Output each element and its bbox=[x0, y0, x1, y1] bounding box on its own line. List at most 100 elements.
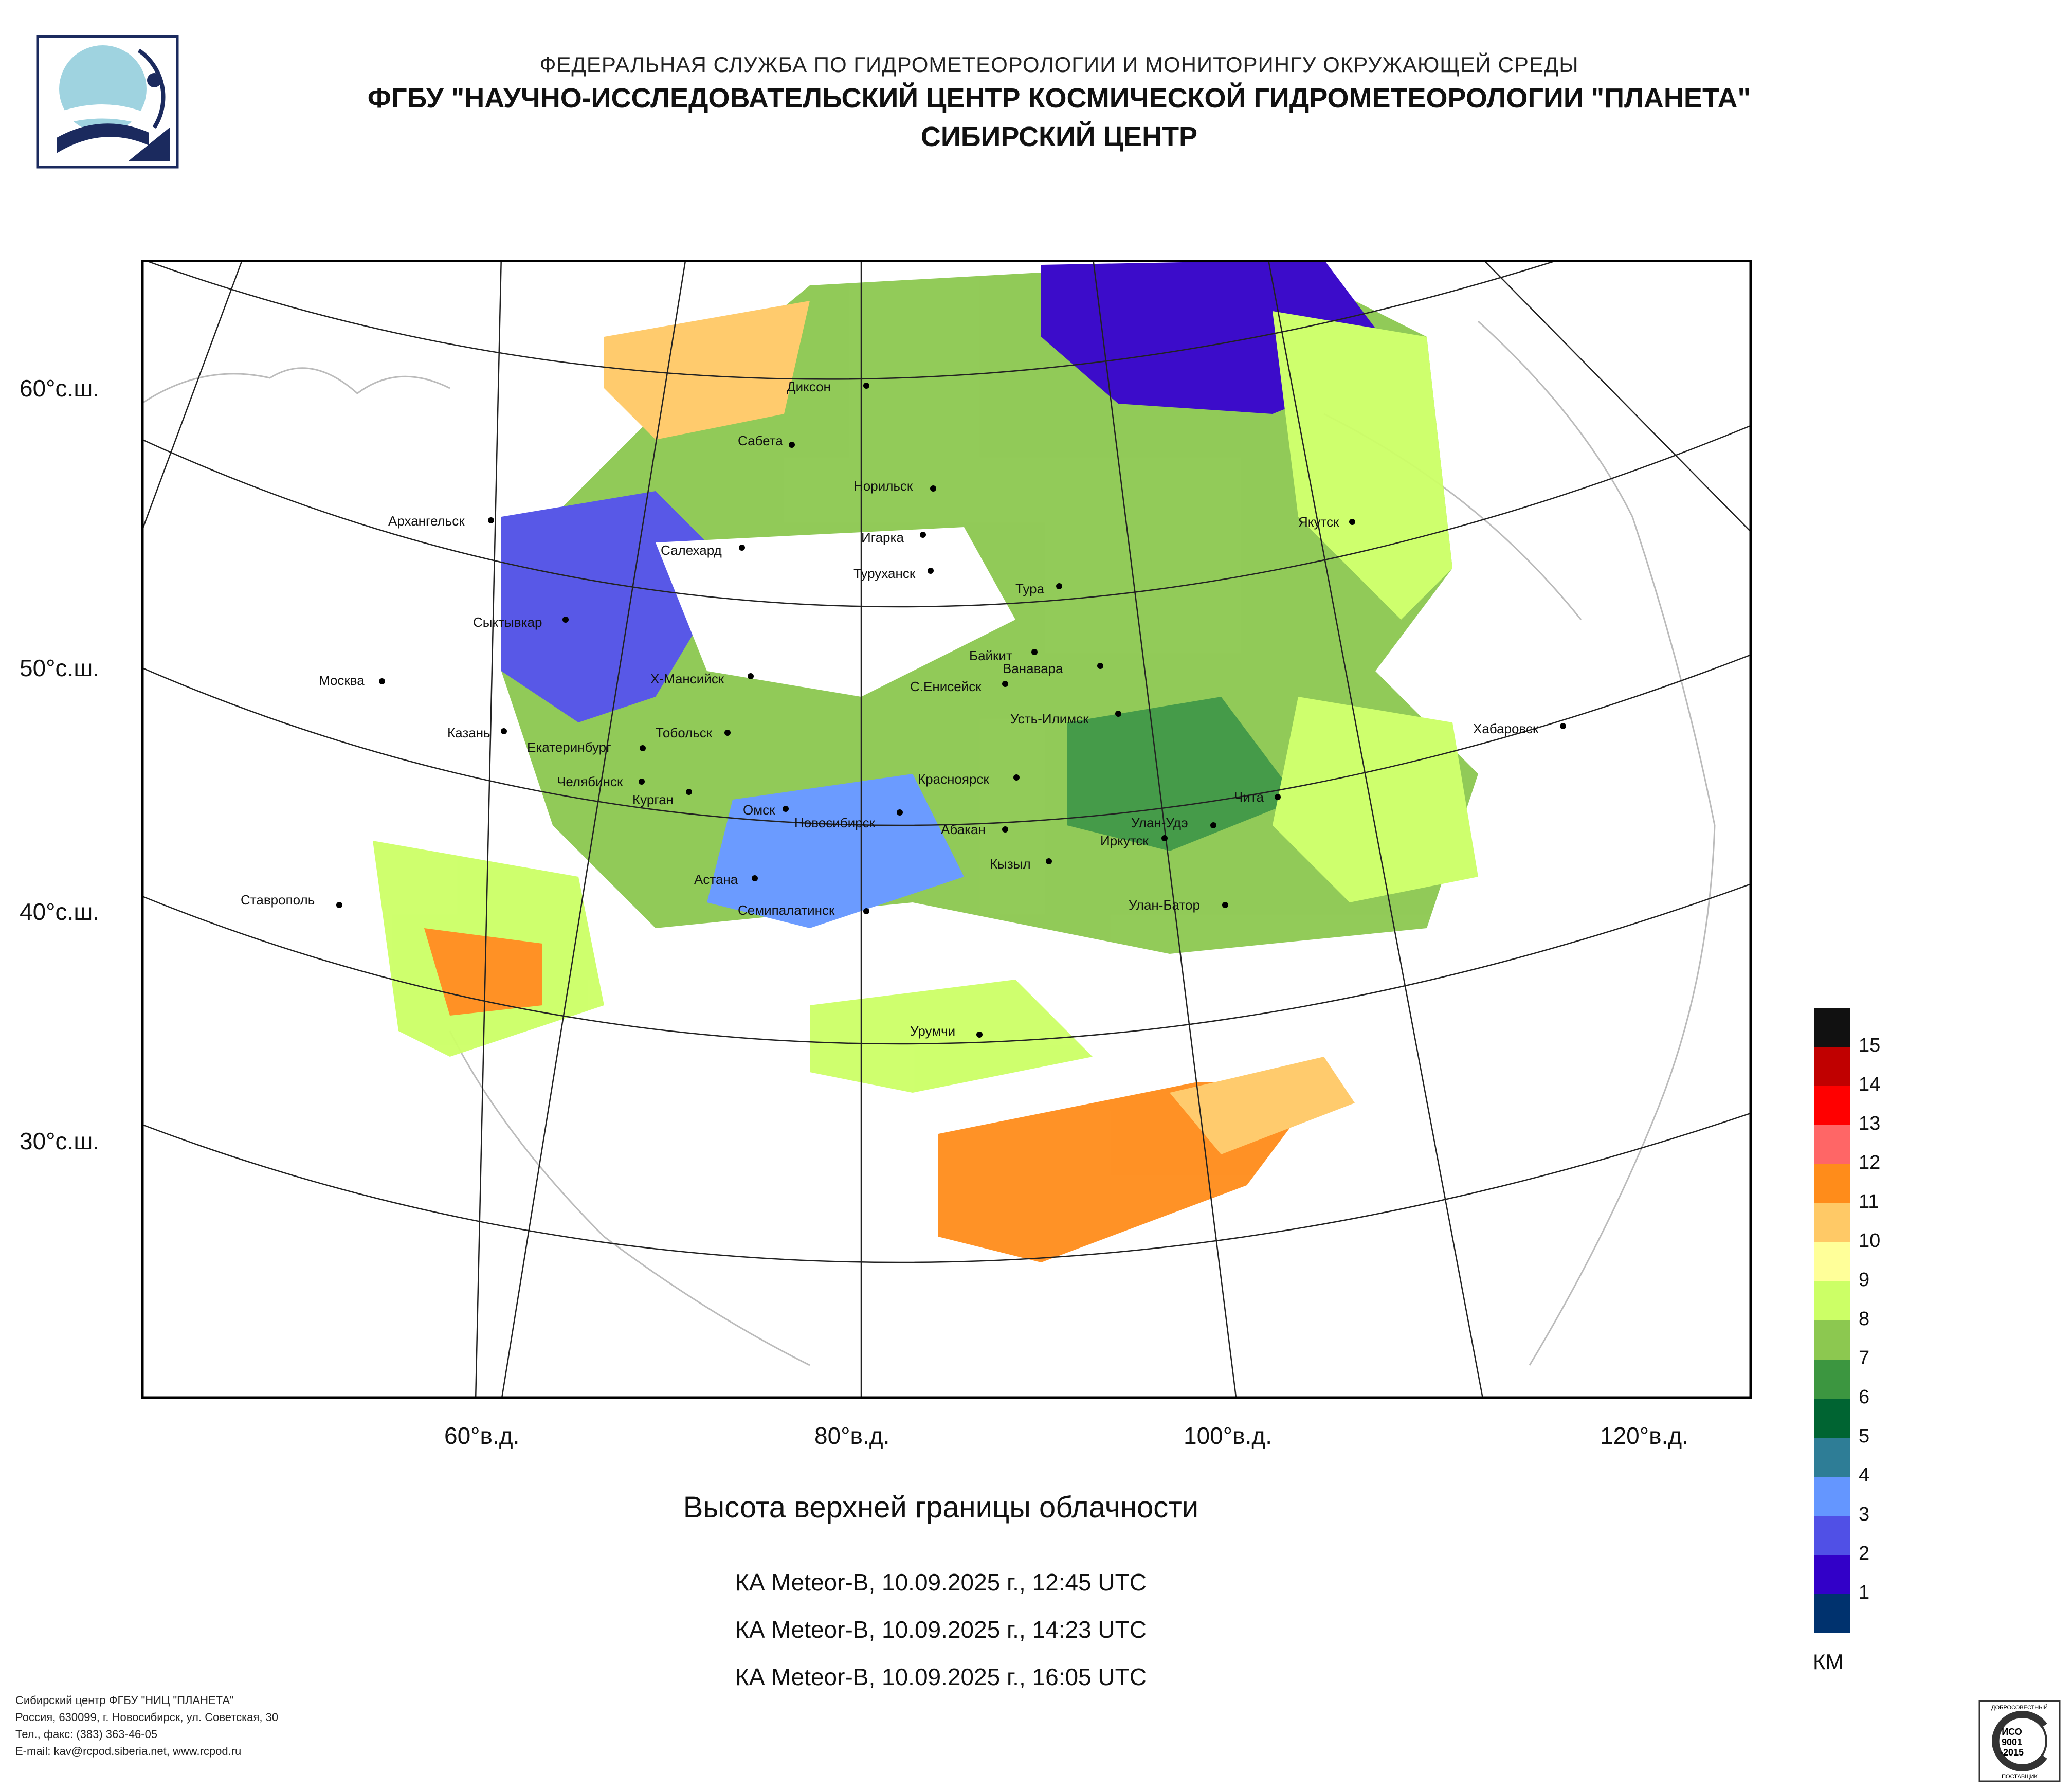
height-legend: 15 14 13 12 11 10 9 8 7 6 5 4 3 2 1 КМ bbox=[1810, 1008, 1933, 1674]
legend-level-label: 13 bbox=[1859, 1113, 1881, 1134]
satellite-pass-3: КА Meteor-В, 10.09.2025 г., 16:05 UTC bbox=[735, 1663, 1147, 1690]
city-label: Тура bbox=[1015, 581, 1045, 596]
city-dot bbox=[562, 617, 569, 623]
footer-contacts: Сибирский центр ФГБУ "НИЦ "ПЛАНЕТА" Росс… bbox=[15, 1692, 278, 1760]
lon-label-80: 80°в.д. bbox=[814, 1422, 890, 1449]
city-dot bbox=[1222, 902, 1228, 908]
legend-swatch bbox=[1814, 1281, 1850, 1320]
city-dot bbox=[639, 779, 645, 785]
city-label: Салехард bbox=[661, 542, 722, 558]
cloud-top-height-map bbox=[141, 260, 1752, 1399]
lat-label-30: 30°с.ш. bbox=[20, 1128, 100, 1154]
legend-level-label: 14 bbox=[1859, 1074, 1881, 1095]
city-label: Курган bbox=[632, 792, 674, 807]
lat-label-40: 40°с.ш. bbox=[20, 898, 100, 925]
city-label: Тобольск bbox=[656, 725, 713, 740]
header-agency: ФЕДЕРАЛЬНАЯ СЛУЖБА ПО ГИДРОМЕТЕОРОЛОГИИ … bbox=[539, 52, 1579, 77]
legend-level-label: 2 bbox=[1859, 1543, 1870, 1564]
lon-label-100: 100°в.д. bbox=[1184, 1422, 1272, 1449]
legend-level-label: 1 bbox=[1859, 1582, 1870, 1603]
city-label: Урумчи bbox=[910, 1023, 956, 1039]
city-dot bbox=[789, 442, 795, 448]
cert-bottom-text: ПОСТАВЩИК bbox=[2002, 1774, 2038, 1780]
city-label: Х-Мансийск bbox=[650, 671, 724, 686]
city-dot bbox=[748, 673, 754, 679]
legend-swatch bbox=[1814, 1203, 1850, 1242]
city-label: Казань bbox=[447, 725, 490, 740]
city-label: Новосибирск bbox=[794, 815, 875, 830]
legend-swatch bbox=[1814, 1047, 1850, 1086]
city-label: Екатеринбург bbox=[527, 739, 611, 755]
city-label: Хабаровск bbox=[1473, 721, 1539, 736]
city-label: Москва bbox=[319, 673, 365, 688]
city-label: Иркутск bbox=[1100, 833, 1149, 848]
city-dot bbox=[488, 517, 494, 523]
city-label: Туруханск bbox=[853, 566, 916, 581]
legend-swatch bbox=[1814, 1360, 1850, 1399]
legend-level-label: 6 bbox=[1859, 1386, 1870, 1408]
legend-swatch bbox=[1814, 1086, 1850, 1125]
city-dot bbox=[1161, 835, 1168, 841]
city-dot bbox=[1275, 794, 1281, 800]
cert-line2: 9001 bbox=[2002, 1737, 2022, 1747]
city-dot bbox=[640, 745, 646, 751]
city-dot bbox=[379, 678, 385, 684]
city-dot bbox=[928, 568, 934, 574]
legend-swatch bbox=[1814, 1164, 1850, 1203]
city-label: Улан-Батор bbox=[1129, 897, 1200, 913]
cert-line3: -2015 bbox=[2000, 1747, 2024, 1758]
city-label: Усть-Илимск bbox=[1010, 711, 1089, 727]
city-dot bbox=[1210, 822, 1216, 828]
satellite-pass-2: КА Meteor-В, 10.09.2025 г., 14:23 UTC bbox=[735, 1616, 1147, 1643]
legend-unit: КМ bbox=[1813, 1650, 1844, 1674]
footer-line: Россия, 630099, г. Новосибирск, ул. Сове… bbox=[15, 1711, 279, 1724]
footer-line: E-mail: kav@rcpod.siberia.net, www.rcpod… bbox=[15, 1745, 242, 1758]
city-dot bbox=[1056, 583, 1062, 589]
city-dot bbox=[724, 730, 731, 736]
city-label: Челябинск bbox=[557, 774, 623, 789]
legend-level-label: 3 bbox=[1859, 1504, 1870, 1525]
legend-level-label: 8 bbox=[1859, 1308, 1870, 1330]
cert-top-text: ДОБРОСОВЕСТНЫЙ bbox=[1991, 1704, 2048, 1711]
city-dot bbox=[976, 1032, 983, 1038]
legend-swatch bbox=[1814, 1594, 1850, 1633]
city-dot bbox=[897, 809, 903, 816]
city-dot bbox=[1013, 774, 1020, 781]
city-label: Улан-Удэ bbox=[1131, 815, 1188, 830]
city-dot bbox=[1097, 663, 1103, 669]
legend-level-label: 5 bbox=[1859, 1425, 1870, 1447]
legend-swatch bbox=[1814, 1399, 1850, 1438]
city-label: Кызыл bbox=[990, 856, 1031, 872]
graticule bbox=[141, 260, 1752, 1399]
product-title: Высота верхней границы облачности bbox=[683, 1491, 1199, 1524]
planeta-logo bbox=[36, 35, 179, 169]
city-dot bbox=[1046, 858, 1052, 864]
legend-swatch bbox=[1814, 1438, 1850, 1477]
legend-level-label: 15 bbox=[1859, 1035, 1881, 1056]
footer-line: Тел., факс: (383) 363-46-05 bbox=[15, 1728, 158, 1741]
city-dot bbox=[1349, 519, 1355, 525]
city-dot bbox=[1031, 649, 1038, 655]
city-dot bbox=[752, 875, 758, 881]
legend-swatch bbox=[1814, 1477, 1850, 1516]
city-label: Сабета bbox=[738, 433, 783, 448]
city-label: Ванавара bbox=[1003, 661, 1063, 676]
lon-label-60: 60°в.д. bbox=[444, 1422, 520, 1449]
city-dot bbox=[739, 545, 745, 551]
legend-swatch bbox=[1814, 1242, 1850, 1281]
city-dot bbox=[863, 383, 869, 389]
city-label: Чита bbox=[1234, 789, 1264, 805]
city-label: Ставрополь bbox=[241, 892, 315, 908]
legend-swatch bbox=[1814, 1125, 1850, 1164]
city-dot bbox=[863, 908, 869, 914]
city-label: Норильск bbox=[853, 478, 913, 494]
city-label: Астана bbox=[694, 872, 738, 887]
city-dot bbox=[1002, 826, 1008, 833]
city-label: Семипалатинск bbox=[738, 902, 835, 918]
iso-certificate-badge: ДОБРОСОВЕСТНЫЙ ИСО 9001 -2015 ПОСТАВЩИК bbox=[1978, 1700, 2061, 1782]
legend-swatch bbox=[1814, 1008, 1850, 1047]
city-label: Игарка bbox=[861, 530, 904, 545]
city-label: Архангельск bbox=[388, 513, 465, 529]
lat-label-60: 60°с.ш. bbox=[20, 375, 100, 402]
satellite-pass-1: КА Meteor-В, 10.09.2025 г., 12:45 UTC bbox=[735, 1569, 1147, 1596]
